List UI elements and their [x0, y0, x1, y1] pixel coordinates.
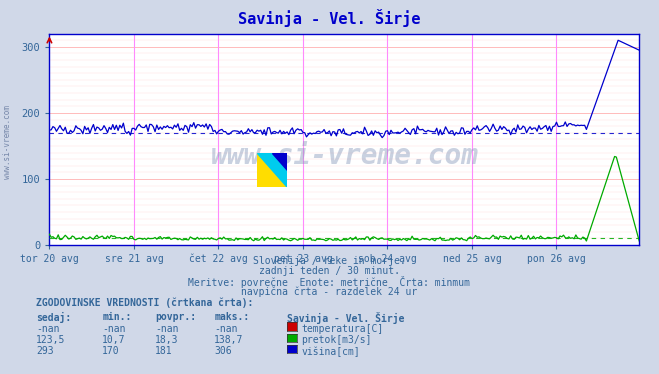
Text: 10,7: 10,7	[102, 335, 126, 345]
Text: navpična črta - razdelek 24 ur: navpična črta - razdelek 24 ur	[241, 286, 418, 297]
Polygon shape	[257, 153, 287, 187]
Text: 181: 181	[155, 346, 173, 356]
Text: pretok[m3/s]: pretok[m3/s]	[301, 335, 372, 345]
Text: 18,3: 18,3	[155, 335, 179, 345]
Text: -nan: -nan	[214, 324, 238, 334]
Polygon shape	[257, 153, 287, 187]
Polygon shape	[257, 153, 287, 187]
Text: -nan: -nan	[102, 324, 126, 334]
Bar	[257, 153, 272, 187]
Text: višina[cm]: višina[cm]	[301, 346, 360, 357]
Text: zadnji teden / 30 minut.: zadnji teden / 30 minut.	[259, 266, 400, 276]
Text: Meritve: povrečne  Enote: metrične  Črta: minmum: Meritve: povrečne Enote: metrične Črta: …	[188, 276, 471, 288]
Text: temperatura[C]: temperatura[C]	[301, 324, 384, 334]
Text: Savinja - Vel. Širje: Savinja - Vel. Širje	[239, 9, 420, 27]
Text: min.:: min.:	[102, 312, 132, 322]
Text: -nan: -nan	[36, 324, 60, 334]
Text: sedaj:: sedaj:	[36, 312, 71, 322]
Text: Slovenija / reke in morje.: Slovenija / reke in morje.	[253, 256, 406, 266]
Text: povpr.:: povpr.:	[155, 312, 196, 322]
Text: www.si-vreme.com: www.si-vreme.com	[210, 142, 478, 170]
Text: maks.:: maks.:	[214, 312, 249, 322]
Text: 138,7: 138,7	[214, 335, 244, 345]
Text: 170: 170	[102, 346, 120, 356]
Text: 306: 306	[214, 346, 232, 356]
Text: 293: 293	[36, 346, 54, 356]
Text: ZGODOVINSKE VREDNOSTI (črtkana črta):: ZGODOVINSKE VREDNOSTI (črtkana črta):	[36, 297, 254, 308]
Text: 123,5: 123,5	[36, 335, 66, 345]
Polygon shape	[272, 153, 287, 170]
Bar	[272, 153, 287, 187]
Text: -nan: -nan	[155, 324, 179, 334]
Text: Savinja - Vel. Širje: Savinja - Vel. Širje	[287, 312, 404, 324]
Text: www.si-vreme.com: www.si-vreme.com	[3, 105, 13, 179]
